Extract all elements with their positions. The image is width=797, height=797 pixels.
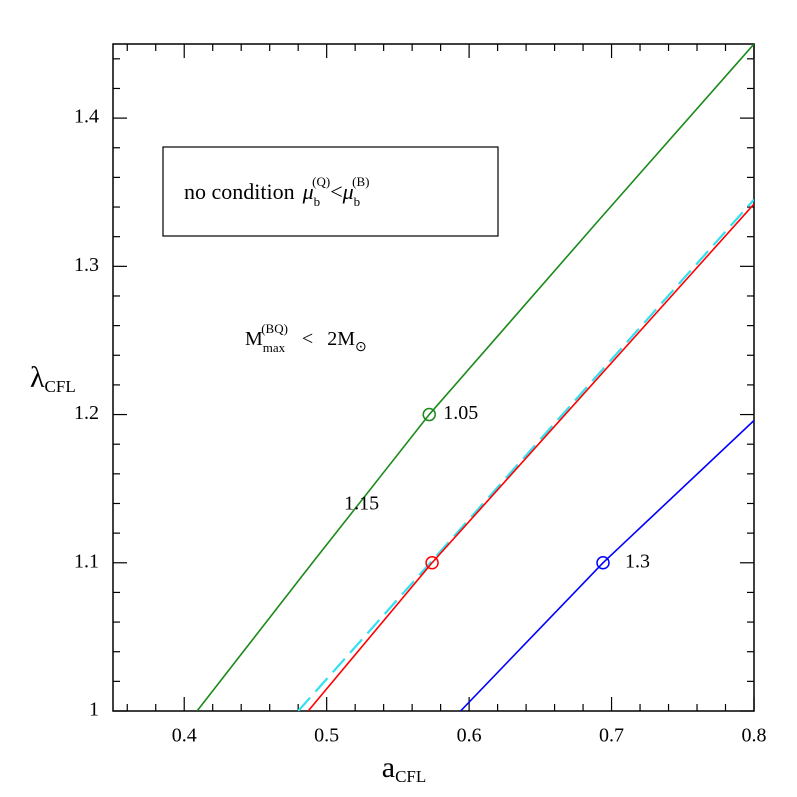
mass-annotation: Mmax (BQ) <2M⊙ bbox=[245, 321, 367, 355]
series-label: 1.3 bbox=[625, 550, 650, 572]
point-marker bbox=[422, 407, 436, 422]
y-tick-label: 1.4 bbox=[74, 106, 99, 128]
y-tick-label: 1.3 bbox=[74, 254, 99, 276]
x-label-main: a bbox=[382, 751, 395, 784]
mass-text: 2M bbox=[327, 328, 355, 350]
box-text: μ bbox=[302, 179, 314, 204]
box-text: < bbox=[330, 179, 342, 204]
x-label-sub: CFL bbox=[395, 767, 426, 786]
y-axis-label: λCFL bbox=[30, 361, 76, 396]
mass-text: < bbox=[302, 328, 313, 350]
y-tick-label: 1 bbox=[89, 699, 99, 721]
box-text: μ bbox=[342, 179, 354, 204]
plot-frame bbox=[112, 43, 755, 712]
x-tick-label: 0.8 bbox=[742, 725, 767, 747]
box-text: b bbox=[354, 194, 361, 209]
mass-text: (BQ) bbox=[261, 321, 288, 336]
y-tick-label: 1.2 bbox=[74, 402, 99, 424]
y-tick-label: 1.1 bbox=[74, 550, 99, 572]
series-label: 1.05 bbox=[443, 402, 478, 424]
point-marker bbox=[425, 556, 439, 570]
x-tick-label: 0.6 bbox=[457, 725, 482, 747]
x-tick-label: 0.4 bbox=[172, 725, 197, 747]
box-annotation: no condition μb(Q)<μb(B) bbox=[184, 174, 370, 209]
mass-text: ⊙ bbox=[355, 340, 367, 355]
box-text: (Q) bbox=[312, 174, 330, 189]
series-line bbox=[459, 419, 754, 711]
box-text: (B) bbox=[352, 174, 369, 189]
box-text: b bbox=[314, 194, 321, 209]
mass-text: M bbox=[245, 328, 263, 350]
annotation-box bbox=[162, 146, 499, 237]
mass-text: max bbox=[263, 340, 286, 355]
x-axis-label: aCFL bbox=[382, 751, 427, 786]
y-label-main: λ bbox=[30, 361, 45, 394]
series-line bbox=[307, 203, 754, 711]
x-tick-label: 0.7 bbox=[599, 725, 624, 747]
plot-lines bbox=[196, 44, 754, 711]
x-tick-label: 0.5 bbox=[314, 725, 339, 747]
series-line bbox=[297, 198, 754, 711]
y-label-sub: CFL bbox=[45, 377, 76, 396]
box-text: no condition bbox=[184, 179, 295, 204]
point-marker bbox=[596, 556, 610, 570]
series-label: 1.15 bbox=[344, 492, 379, 514]
series-line bbox=[196, 44, 754, 711]
